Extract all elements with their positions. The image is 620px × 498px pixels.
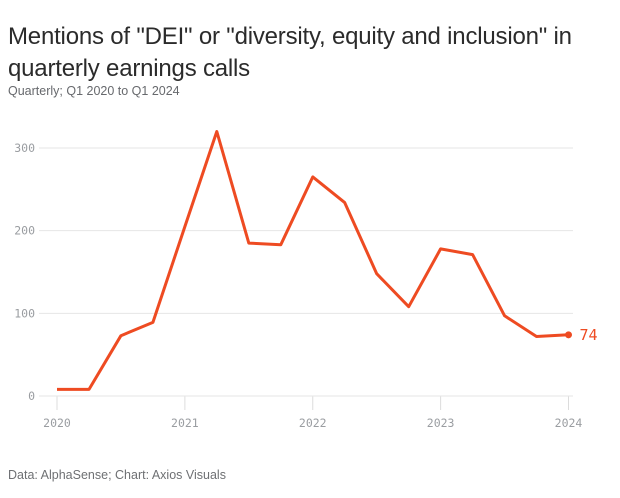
y-axis-tick-label: 300: [14, 141, 35, 155]
chart-title-line2: quarterly earnings calls: [8, 55, 250, 83]
end-point-marker: [565, 331, 572, 339]
x-axis-tick-label: 2021: [171, 416, 199, 430]
y-axis-tick-label: 100: [14, 306, 35, 320]
x-axis-tick-label: 2020: [43, 416, 71, 430]
chart-title-line1: Mentions of "DEI" or "diversity, equity …: [8, 23, 572, 51]
chart-title: Mentions of "DEI" or "diversity, equity …: [8, 21, 612, 85]
dei-mentions-line: [57, 130, 569, 391]
end-point-value-label: 74: [580, 326, 598, 344]
y-axis-tick-label: 0: [28, 389, 35, 403]
x-axis-tick-label: 2022: [299, 416, 327, 430]
chart-subtitle: Quarterly; Q1 2020 to Q1 2024: [8, 84, 180, 98]
source-credit: Data: AlphaSense; Chart: Axios Visuals: [8, 468, 226, 482]
x-axis-tick-label: 2023: [427, 416, 455, 430]
x-axis-tick-label: 2024: [555, 416, 583, 430]
y-axis-tick-label: 200: [14, 224, 35, 238]
